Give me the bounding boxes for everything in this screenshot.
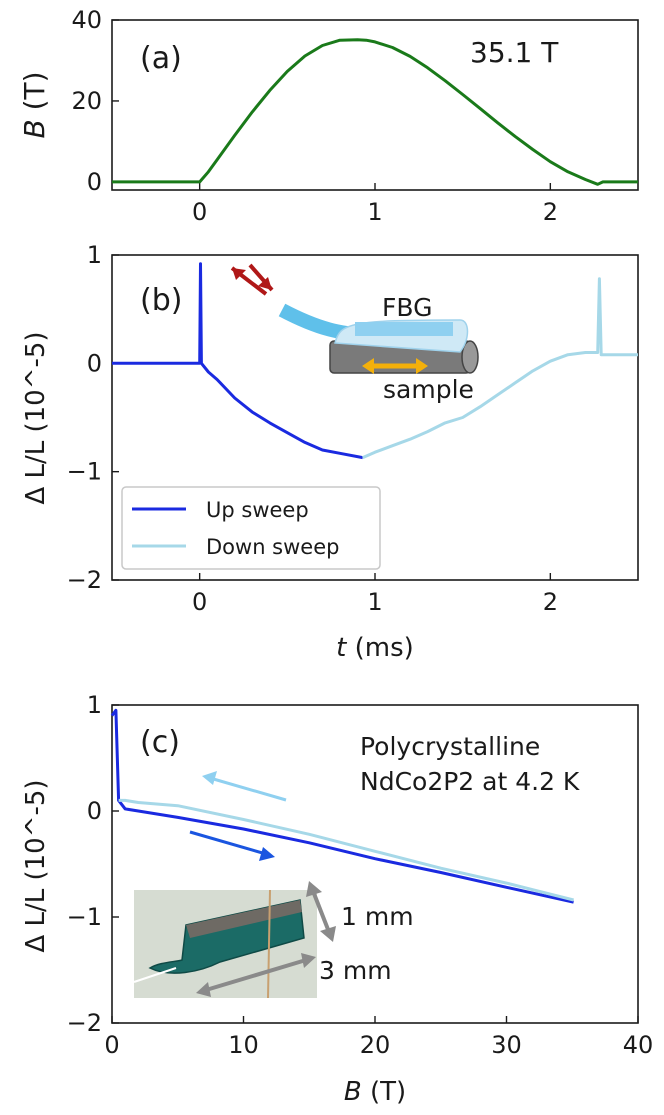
panel-c-xlabel-symbol: B bbox=[344, 1077, 362, 1107]
wire-icon bbox=[267, 889, 271, 999]
panel-a-ylabel: B (T) bbox=[18, 71, 51, 138]
panel-b-series bbox=[112, 262, 638, 460]
panel-c-label: (c) bbox=[140, 725, 180, 760]
legend-label-up: Up sweep bbox=[206, 498, 309, 522]
arrowhead-icon bbox=[301, 953, 316, 968]
panel-c: 0 10 20 30 40 −2 −1 0 1 (c) Polycrystalline NdCo… bbox=[21, 691, 653, 1107]
x-tick-label: 2 bbox=[543, 198, 558, 226]
down-sweep-direction-arrow-icon bbox=[209, 776, 287, 802]
panel-c-xlabel-unit: (T) bbox=[362, 1077, 406, 1107]
arrowhead-icon bbox=[320, 926, 336, 942]
panel-a-ylabel-symbol: B bbox=[18, 119, 51, 138]
x-tick-label: 30 bbox=[491, 1031, 522, 1059]
y-tick-label: −2 bbox=[67, 566, 102, 594]
material-annotation-line1: Polycrystalline bbox=[360, 732, 540, 761]
y-tick-label: 40 bbox=[71, 6, 102, 34]
series-line-field bbox=[112, 38, 638, 186]
y-tick-label: −2 bbox=[67, 1009, 102, 1037]
peak-field-annotation: 35.1 T bbox=[470, 36, 559, 69]
y-tick-label: 20 bbox=[71, 87, 102, 115]
fiber-icon bbox=[133, 967, 177, 983]
series-line-down-sweep bbox=[362, 277, 638, 459]
y-tick-label: 1 bbox=[87, 691, 102, 719]
sample-top-surface-icon bbox=[186, 900, 302, 938]
grating-icon bbox=[355, 322, 453, 336]
x-tick-label: 0 bbox=[104, 1031, 119, 1059]
sample-rod-end-icon bbox=[461, 340, 479, 374]
x-tick-label: 10 bbox=[228, 1031, 259, 1059]
up-sweep-direction-arrow-icon bbox=[189, 830, 267, 856]
length-scale-arrow-icon bbox=[205, 958, 307, 992]
arrowhead-icon bbox=[196, 982, 211, 997]
panel-a-ylabel-unit: (T) bbox=[18, 71, 51, 119]
arrowhead-icon bbox=[258, 277, 272, 290]
material-annotation-line2: NdCo2P2 at 4.2 K bbox=[360, 767, 580, 796]
panel-b-ticks: 0 1 2 −2 −1 0 1 bbox=[67, 241, 558, 616]
y-tick-label: 0 bbox=[87, 797, 102, 825]
panel-b-ylabel: Δ L/L (10^-5) bbox=[21, 331, 51, 504]
height-scale-arrow-icon bbox=[311, 890, 331, 933]
panel-a-frame bbox=[111, 19, 639, 191]
panel-c-ticks: 0 10 20 30 40 −2 −1 0 1 bbox=[67, 691, 654, 1059]
arrowhead-icon bbox=[202, 771, 217, 785]
x-tick-label: 0 bbox=[192, 588, 207, 616]
x-tick-label: 40 bbox=[623, 1031, 654, 1059]
arrowhead-icon bbox=[362, 358, 374, 374]
arrowhead-icon bbox=[306, 881, 322, 897]
x-tick-label: 0 bbox=[192, 198, 207, 226]
series-line-up-sweep bbox=[110, 708, 574, 904]
legend: Up sweep Down sweep bbox=[121, 486, 381, 570]
y-tick-label: −1 bbox=[67, 458, 102, 486]
x-tick-label: 20 bbox=[360, 1031, 391, 1059]
y-tick-label: 1 bbox=[87, 241, 102, 269]
arrowhead-icon bbox=[232, 268, 246, 280]
x-tick-label: 1 bbox=[367, 588, 382, 616]
arrowhead-icon bbox=[259, 847, 275, 861]
length-scale-label: 3 mm bbox=[319, 956, 392, 985]
height-scale-label: 1 mm bbox=[341, 902, 414, 931]
panel-b-label: (b) bbox=[140, 283, 182, 318]
x-tick-label: 1 bbox=[367, 198, 382, 226]
panel-b-xlabel-unit: (ms) bbox=[346, 633, 413, 663]
panel-a-series bbox=[112, 38, 638, 186]
panel-b-xlabel: t (ms) bbox=[336, 633, 414, 663]
panel-a-label: (a) bbox=[140, 41, 182, 76]
y-tick-label: −1 bbox=[67, 903, 102, 931]
y-tick-label: 0 bbox=[87, 168, 102, 196]
legend-label-down: Down sweep bbox=[206, 535, 339, 559]
sample-photo-inset bbox=[133, 889, 317, 999]
arrowhead-icon bbox=[416, 358, 428, 374]
y-tick-label: 0 bbox=[87, 349, 102, 377]
panel-b-xlabel-symbol: t bbox=[336, 633, 347, 663]
fbg-inset: FBG sample bbox=[230, 263, 479, 404]
x-tick-label: 2 bbox=[543, 588, 558, 616]
series-line-up-sweep bbox=[112, 262, 363, 460]
panel-b: 0 1 2−2−101 (b) FBG sample Up sweep D bbox=[21, 241, 639, 663]
series-line-down-sweep bbox=[118, 798, 574, 902]
panel-c-ylabel: Δ L/L (10^-5) bbox=[21, 779, 51, 952]
panel-c-series bbox=[110, 708, 574, 904]
panel-c-xlabel: B (T) bbox=[344, 1077, 406, 1107]
sample-label: sample bbox=[383, 375, 474, 404]
legend-box bbox=[121, 486, 381, 570]
fbg-label: FBG bbox=[382, 293, 432, 322]
